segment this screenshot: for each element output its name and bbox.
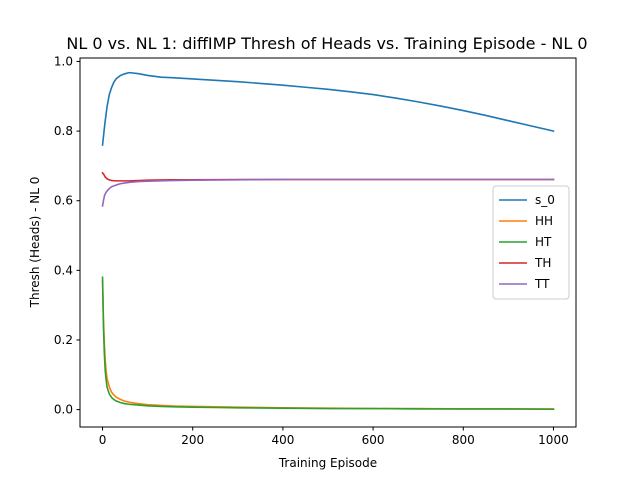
y-tick-label: 0.2 xyxy=(54,333,73,347)
x-tick-label: 200 xyxy=(181,433,204,447)
y-tick-label: 1.0 xyxy=(54,54,73,68)
series-lines xyxy=(101,71,555,411)
y-axis: 0.0 0.2 0.4 0.6 0.8 1.0 xyxy=(54,54,80,417)
y-tick-label: 0.0 xyxy=(54,403,73,417)
x-axis-label: Training Episode xyxy=(278,456,377,470)
y-tick-label: 0.4 xyxy=(54,263,73,277)
y-tick-label: 0.6 xyxy=(54,194,73,208)
legend-label: TT xyxy=(534,277,550,291)
y-axis-label: Thresh (Heads) - NL 0 xyxy=(28,177,42,309)
x-tick-label: 400 xyxy=(271,433,294,447)
legend-label: HT xyxy=(535,235,552,249)
x-tick-label: 0 xyxy=(99,433,107,447)
x-tick-label: 1000 xyxy=(538,433,569,447)
chart-title: NL 0 vs. NL 1: diffIMP Thresh of Heads v… xyxy=(66,34,587,53)
y-tick-label: 0.8 xyxy=(54,124,73,138)
plot-area xyxy=(79,57,577,428)
legend-label: TH xyxy=(534,256,551,270)
legend-box xyxy=(492,185,570,300)
series-line-ht xyxy=(101,276,555,411)
x-tick-label: 800 xyxy=(452,433,475,447)
legend: s_0 HH HT TH TT xyxy=(492,185,570,300)
series-line-hh xyxy=(101,279,555,410)
series-line-tt xyxy=(101,178,555,207)
series-line-s-0 xyxy=(101,71,555,146)
x-tick-label: 600 xyxy=(362,433,385,447)
x-axis: 0 200 400 600 800 1000 xyxy=(99,427,569,447)
legend-label: HH xyxy=(535,214,553,228)
legend-label: s_0 xyxy=(535,193,555,207)
